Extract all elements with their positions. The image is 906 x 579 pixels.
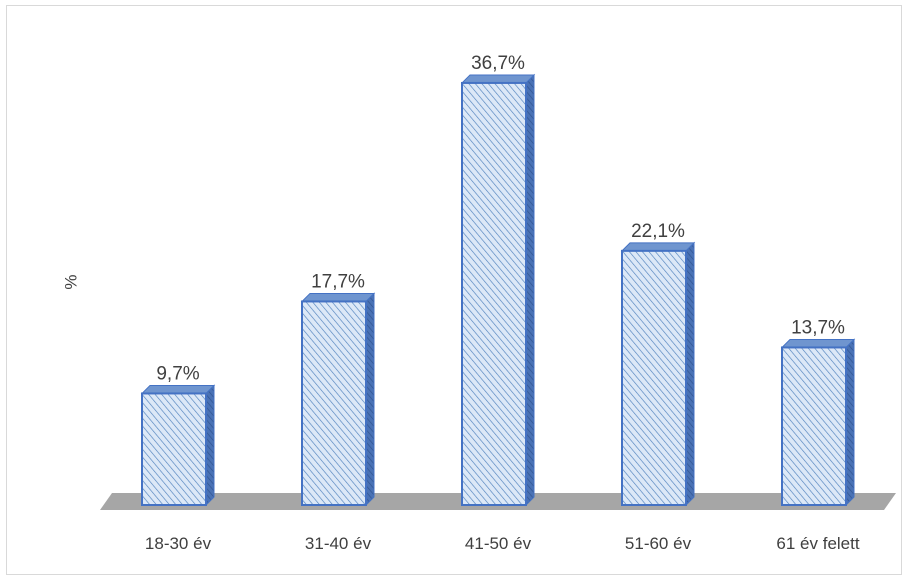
data-label: 36,7% (471, 53, 525, 74)
x-tick-label: 41-50 év (465, 534, 532, 553)
bar (620, 241, 696, 507)
bar-top-face (300, 292, 376, 302)
x-tick-label: 18-30 év (145, 534, 212, 553)
bar-front-face (621, 249, 687, 506)
bar-front-face (301, 300, 367, 507)
x-tick-labels-group: 18-30 év 31-40 év 41-50 év 51-60 év 61 év fe… (145, 534, 860, 553)
bar-top-face (460, 74, 536, 84)
bar-top-face (780, 338, 856, 348)
data-label: 13,7% (791, 317, 845, 338)
bar-top-face (620, 242, 696, 252)
x-tick-label: 61 év felett (776, 534, 859, 553)
bar-side-face (525, 73, 535, 507)
bar (780, 338, 856, 507)
x-tick-label: 51-60 év (625, 534, 692, 553)
bars-group (140, 73, 856, 507)
y-axis-label: % (61, 274, 80, 289)
x-tick-label: 31-40 év (305, 534, 372, 553)
bar-top-face (140, 384, 216, 394)
data-label: 17,7% (311, 271, 365, 292)
bar-front-face (461, 81, 527, 506)
bar-side-face (845, 338, 855, 507)
bar-front-face (781, 346, 847, 507)
bar-side-face (205, 384, 215, 507)
data-label: 22,1% (631, 221, 685, 242)
bar (300, 292, 376, 507)
data-labels-group: 9,7% 17,7% 36,7% 22,1% 13,7% (156, 53, 845, 385)
bar-front-face (141, 392, 207, 507)
data-label: 9,7% (156, 363, 199, 384)
bar-side-face (365, 292, 375, 507)
bar (460, 73, 536, 507)
bar-side-face (685, 241, 695, 507)
bar (140, 384, 216, 507)
